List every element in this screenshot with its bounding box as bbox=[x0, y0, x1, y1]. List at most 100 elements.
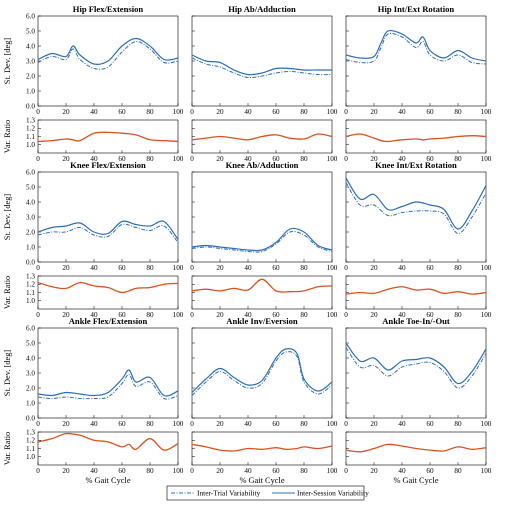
ratio-y-tick-label: 1.0 bbox=[26, 453, 35, 461]
panel-title: Ankle Inv/Eversion bbox=[226, 316, 298, 326]
sd-axes-frame bbox=[191, 15, 333, 107]
ratio-x-tick-label: 80 bbox=[146, 155, 154, 163]
ratio-x-tick-label: 40 bbox=[398, 311, 406, 319]
inter-session-line bbox=[37, 37, 179, 65]
panel-7: 0 20 40 60 80 100 Ankle Inv/Eversion 0 20 40 60 80 1… bbox=[190, 316, 338, 485]
ratio-x-tick-label: 60 bbox=[118, 155, 126, 163]
sd-y-tick-label: 5.0 bbox=[26, 27, 35, 35]
ratio-x-tick-label: 20 bbox=[216, 155, 224, 163]
panel-3: 0.0 1.0 2.0 3.0 4.0 5.0 6.0 0 20 40 60 80 100 Knee Fl… bbox=[3, 160, 184, 319]
sd-x-tick-label: 80 bbox=[300, 420, 308, 428]
ratio-x-tick-label: 80 bbox=[300, 467, 308, 475]
ratio-x-tick-label: 0 bbox=[36, 467, 40, 475]
panel-title: Hip Flex/Extension bbox=[73, 4, 144, 14]
ratio-y-axis-label: Var. Ratio bbox=[3, 276, 12, 310]
ratio-y-tick-label: 1.2 bbox=[26, 437, 35, 445]
sd-x-tick-label: 40 bbox=[398, 264, 406, 272]
sd-x-tick-label: 60 bbox=[118, 420, 126, 428]
sd-axes-frame bbox=[37, 171, 179, 263]
sd-y-tick-label: 6.0 bbox=[26, 12, 35, 20]
sd-y-tick-label: 0.0 bbox=[26, 102, 35, 110]
sd-axes-frame bbox=[191, 171, 333, 263]
sd-x-tick-label: 20 bbox=[62, 264, 70, 272]
sd-y-tick-label: 2.0 bbox=[26, 384, 35, 392]
sd-x-tick-label: 80 bbox=[146, 108, 154, 116]
sd-y-tick-label: 2.0 bbox=[26, 72, 35, 80]
sd-y-tick-label: 3.0 bbox=[26, 57, 35, 65]
ratio-x-tick-label: 40 bbox=[244, 467, 252, 475]
sd-x-tick-label: 60 bbox=[272, 420, 280, 428]
ratio-x-tick-label: 20 bbox=[216, 467, 224, 475]
sd-x-tick-label: 20 bbox=[216, 108, 224, 116]
ratio-axes-frame bbox=[37, 431, 179, 466]
sd-axes-frame bbox=[345, 171, 487, 263]
sd-x-tick-label: 20 bbox=[62, 420, 70, 428]
panel-title: Knee Flex/Extension bbox=[70, 160, 146, 170]
inter-session-line bbox=[345, 177, 487, 230]
ratio-axes-frame bbox=[37, 119, 179, 154]
sd-axes-frame bbox=[37, 327, 179, 419]
sd-x-tick-label: 60 bbox=[426, 108, 434, 116]
variance-ratio-line bbox=[38, 432, 178, 451]
ratio-x-tick-label: 40 bbox=[90, 311, 98, 319]
sd-x-tick-label: 100 bbox=[481, 108, 492, 116]
ratio-x-tick-label: 20 bbox=[370, 311, 378, 319]
ratio-x-tick-label: 60 bbox=[426, 467, 434, 475]
sd-y-tick-label: 5.0 bbox=[26, 183, 35, 191]
ratio-axes-frame bbox=[191, 275, 333, 310]
sd-x-tick-label: 40 bbox=[90, 108, 98, 116]
sd-y-tick-label: 5.0 bbox=[26, 339, 35, 347]
sd-x-tick-label: 80 bbox=[454, 108, 462, 116]
sd-y-axis-label: St. Dev. [deg] bbox=[3, 350, 12, 397]
ratio-x-tick-label: 40 bbox=[90, 155, 98, 163]
ratio-y-tick-label: 1.2 bbox=[26, 125, 35, 133]
ratio-x-tick-label: 60 bbox=[272, 467, 280, 475]
ratio-x-tick-label: 60 bbox=[118, 311, 126, 319]
ratio-x-tick-label: 100 bbox=[173, 467, 184, 475]
inter-session-line bbox=[191, 227, 333, 252]
sd-y-tick-label: 1.0 bbox=[26, 243, 35, 251]
sd-x-tick-label: 40 bbox=[244, 420, 252, 428]
sd-x-tick-label: 40 bbox=[244, 264, 252, 272]
sd-y-tick-label: 0.0 bbox=[26, 258, 35, 266]
ratio-x-tick-label: 60 bbox=[426, 311, 434, 319]
ratio-y-tick-label: 1.0 bbox=[26, 141, 35, 149]
panel-title: Ankle Flex/Extension bbox=[69, 316, 148, 326]
sd-x-tick-label: 20 bbox=[370, 108, 378, 116]
ratio-x-tick-label: 0 bbox=[190, 155, 194, 163]
sd-x-tick-label: 100 bbox=[481, 420, 492, 428]
sd-x-tick-label: 0 bbox=[36, 108, 40, 116]
ratio-y-tick-label: 1.1 bbox=[26, 133, 35, 141]
sd-x-tick-label: 80 bbox=[146, 420, 154, 428]
ratio-y-tick-label: 1.2 bbox=[26, 281, 35, 289]
sd-x-tick-label: 60 bbox=[118, 264, 126, 272]
sd-y-tick-label: 3.0 bbox=[26, 369, 35, 377]
ratio-x-tick-label: 100 bbox=[327, 155, 338, 163]
ratio-x-tick-label: 40 bbox=[398, 467, 406, 475]
sd-x-tick-label: 60 bbox=[272, 108, 280, 116]
variance-ratio-line bbox=[38, 131, 178, 143]
inter-session-line bbox=[191, 348, 333, 393]
sd-y-tick-label: 3.0 bbox=[26, 213, 35, 221]
sd-x-tick-label: 80 bbox=[300, 108, 308, 116]
ratio-x-tick-label: 80 bbox=[146, 311, 154, 319]
ratio-x-tick-label: 80 bbox=[300, 155, 308, 163]
sd-y-axis-label: St. Dev. [deg] bbox=[3, 194, 12, 241]
sd-x-tick-label: 20 bbox=[62, 108, 70, 116]
inter-trial-line bbox=[345, 347, 487, 389]
ratio-x-tick-label: 0 bbox=[190, 311, 194, 319]
ratio-x-tick-label: 20 bbox=[370, 155, 378, 163]
ratio-y-axis-label: Var. Ratio bbox=[3, 432, 12, 466]
ratio-x-tick-label: 100 bbox=[173, 155, 184, 163]
ratio-x-tick-label: 100 bbox=[481, 311, 492, 319]
sd-x-tick-label: 0 bbox=[190, 420, 194, 428]
ratio-y-tick-label: 1.1 bbox=[26, 445, 35, 453]
variance-ratio-line bbox=[192, 278, 332, 293]
ratio-y-tick-label: 1.3 bbox=[26, 116, 35, 124]
ratio-x-tick-label: 60 bbox=[272, 155, 280, 163]
ratio-x-tick-label: 60 bbox=[118, 467, 126, 475]
ratio-y-tick-label: 1.0 bbox=[26, 297, 35, 305]
sd-x-tick-label: 40 bbox=[90, 264, 98, 272]
panel-title: Hip Ab/Adduction bbox=[228, 4, 296, 14]
